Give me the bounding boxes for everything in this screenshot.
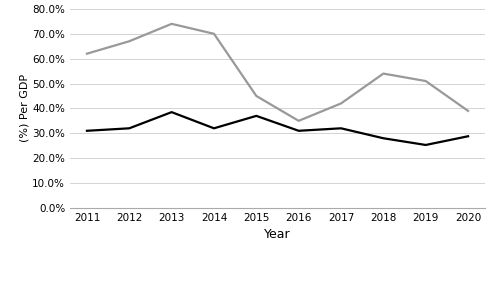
Exports per GDP — [211, 32, 217, 36]
Imports per GDP — [168, 110, 174, 114]
Imports per GDP — [211, 127, 217, 130]
Imports per GDP — [338, 127, 344, 130]
Imports per GDP — [84, 129, 90, 132]
Y-axis label: (%) Per GDP: (%) Per GDP — [20, 74, 30, 143]
Exports per GDP — [168, 22, 174, 26]
Imports per GDP — [465, 135, 471, 138]
Line: Imports per GDP: Imports per GDP — [87, 112, 468, 145]
Line: Exports per GDP: Exports per GDP — [87, 24, 468, 121]
X-axis label: Year: Year — [264, 228, 291, 241]
Imports per GDP — [126, 127, 132, 130]
Exports per GDP — [84, 52, 90, 56]
Exports per GDP — [296, 119, 302, 123]
Exports per GDP — [338, 102, 344, 105]
Imports per GDP — [254, 114, 260, 118]
Imports per GDP — [422, 143, 428, 147]
Exports per GDP — [465, 109, 471, 113]
Imports per GDP — [296, 129, 302, 132]
Exports per GDP — [126, 40, 132, 43]
Imports per GDP — [380, 137, 386, 140]
Exports per GDP — [254, 94, 260, 98]
Exports per GDP — [422, 79, 428, 83]
Exports per GDP — [380, 72, 386, 75]
